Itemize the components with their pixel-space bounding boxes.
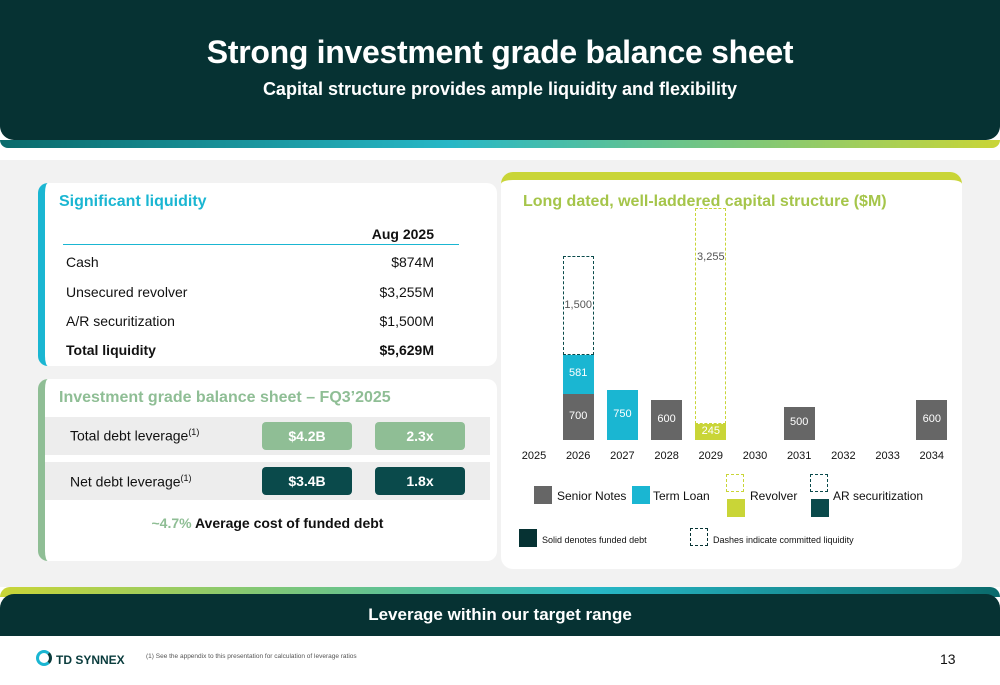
liquidity-row-value: $3,255M bbox=[379, 284, 434, 300]
bar-senior-notes bbox=[651, 400, 683, 440]
header-banner bbox=[0, 0, 1000, 140]
bar-ar-securitization-committed bbox=[562, 255, 594, 356]
liquidity-column-header: Aug 2025 bbox=[371, 226, 434, 242]
data-label: 600 bbox=[657, 413, 676, 426]
x-tick-label: 2032 bbox=[831, 450, 856, 462]
legend-senior-notes: Senior Notes bbox=[557, 489, 627, 503]
bar-revolver bbox=[695, 423, 727, 440]
legend-swatch-term-loan bbox=[632, 486, 650, 504]
data-label: 500 bbox=[790, 416, 809, 429]
data-label: 581 bbox=[569, 367, 588, 380]
total-debt-label: Total debt leverage(1) bbox=[70, 427, 200, 444]
legend-ar-securitization: AR securitization bbox=[833, 489, 924, 503]
header-stripe bbox=[0, 140, 1000, 148]
total-debt-ratio: 2.3x bbox=[375, 422, 465, 450]
footer-banner-text: Leverage within our target range bbox=[368, 605, 632, 624]
data-label: 1,500 bbox=[564, 298, 592, 311]
x-tick-label: 2030 bbox=[742, 450, 768, 462]
legend-note-funded: Solid denotes funded debt bbox=[542, 535, 647, 545]
footnote: (1) See the appendix to this presentatio… bbox=[146, 653, 357, 660]
x-tick-label: 2029 bbox=[698, 450, 724, 462]
x-tick-label: 2033 bbox=[875, 450, 900, 462]
liquidity-row-value: $874M bbox=[391, 254, 434, 270]
liquidity-total-label: Total liquidity bbox=[66, 342, 156, 358]
legend-swatch-committed bbox=[690, 528, 708, 546]
bar-revolver-committed bbox=[695, 208, 727, 424]
bar-senior-notes bbox=[562, 393, 594, 440]
net-debt-ratio: 1.8x bbox=[375, 467, 465, 495]
liquidity-row-label: Unsecured revolver bbox=[66, 284, 188, 300]
page-subtitle: Capital structure provides ample liquidi… bbox=[262, 79, 738, 99]
legend-swatch-revolver-funded bbox=[727, 499, 745, 517]
logo-text: TD SYNNEX bbox=[56, 653, 125, 667]
legend-term-loan: Term Loan bbox=[653, 489, 710, 503]
legend-swatch-ar-committed bbox=[810, 474, 828, 492]
footer-banner bbox=[0, 594, 1000, 636]
bar-senior-notes bbox=[916, 400, 948, 440]
data-label: 3,255 bbox=[697, 251, 725, 264]
liquidity-total-value: $5,629M bbox=[379, 342, 434, 358]
net-debt-amount: $3.4B bbox=[262, 467, 352, 495]
cost-of-debt: ~4.7% Average cost of funded debt bbox=[151, 515, 384, 531]
bar-term-loan bbox=[562, 355, 594, 394]
data-label: 700 bbox=[569, 409, 588, 422]
page-title: Strong investment grade balance sheet bbox=[206, 34, 794, 70]
x-tick-label: 2034 bbox=[919, 450, 945, 462]
x-tick-label: 2027 bbox=[610, 450, 635, 462]
liquidity-row-value: $1,500M bbox=[379, 313, 434, 329]
legend-revolver: Revolver bbox=[750, 489, 798, 503]
legend-swatch-funded bbox=[519, 529, 537, 547]
data-label: 600 bbox=[922, 413, 941, 426]
x-tick-label: 2028 bbox=[654, 450, 679, 462]
legend-swatch-revolver-committed bbox=[726, 474, 744, 492]
x-tick-label: 2025 bbox=[521, 450, 547, 462]
legend-swatch-ar-funded bbox=[811, 499, 829, 517]
chart-title: Long dated, well-laddered capital struct… bbox=[523, 193, 887, 210]
footer-stripe bbox=[0, 587, 1000, 597]
x-tick-label: 2026 bbox=[565, 450, 591, 462]
liquidity-row-label: Cash bbox=[66, 254, 99, 270]
x-tick-label: 2031 bbox=[786, 450, 812, 462]
data-label: 750 bbox=[613, 408, 632, 421]
bar-term-loan bbox=[606, 390, 638, 440]
td-synnex-logo-icon bbox=[36, 650, 52, 666]
liquidity-row-label: A/R securitization bbox=[66, 313, 175, 329]
bar-senior-notes bbox=[783, 406, 815, 440]
liquidity-card bbox=[38, 183, 497, 366]
legend-swatch-senior-notes bbox=[534, 486, 552, 504]
legend-note-committed: Dashes indicate committed liquidity bbox=[713, 535, 854, 545]
net-debt-label: Net debt leverage(1) bbox=[70, 473, 192, 490]
data-label: 245 bbox=[701, 424, 720, 437]
liquidity-title: Significant liquidity bbox=[59, 193, 207, 210]
liquidity-header-rule bbox=[63, 244, 459, 245]
total-debt-amount: $4.2B bbox=[262, 422, 352, 450]
page-number: 13 bbox=[940, 651, 956, 667]
investment-grade-title: Investment grade balance sheet – FQ3’202… bbox=[59, 389, 391, 406]
